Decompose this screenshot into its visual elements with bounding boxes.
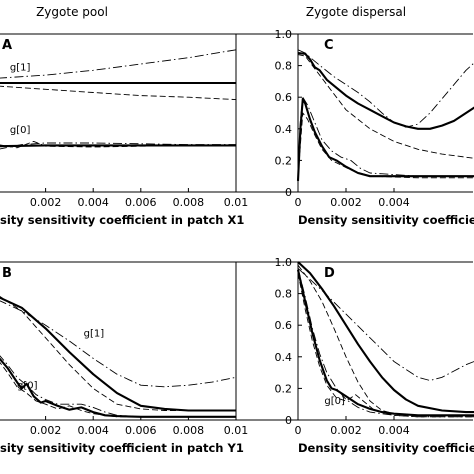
series-line-1 (297, 51, 474, 130)
x-axis-label: Density sensitivity coefficient (298, 213, 474, 227)
series-line-2 (297, 49, 474, 128)
panel-c: 0 0.002 0.004 0 0.2 0.4 0.6 0.8 1.0 C Density sens… (0, 28, 474, 227)
x-tick-label: 0.01 (224, 196, 249, 209)
x-tick-label: 0.002 (30, 196, 62, 209)
series-line-3 (297, 264, 474, 416)
x-tick-label: 0.006 (125, 424, 157, 437)
x-tick-label: 0.004 (77, 196, 109, 209)
series-line-3 (0, 85, 237, 101)
series-annotation: g[1] (10, 62, 31, 73)
series-annotation: g[1] (84, 328, 105, 339)
panel-letter: B (2, 266, 12, 281)
series-annotation: g[0] (17, 380, 38, 391)
x-tick-label: 0.002 (30, 424, 62, 437)
x-tick-label: 0.004 (77, 424, 109, 437)
x-tick-label: 0.008 (173, 424, 205, 437)
x-axis-label: Density sensitivity coefficient (298, 441, 474, 455)
series-annotation: g[0] (10, 125, 31, 136)
x-tick-label: 0.004 (378, 424, 410, 437)
series-line-5 (0, 142, 236, 150)
panel-letter: C (324, 38, 334, 53)
series-line-4 (0, 357, 236, 418)
series-annotation: g[0] (324, 396, 345, 407)
series-line-4 (0, 144, 236, 148)
series-line-2 (297, 267, 474, 381)
series-line-5 (297, 96, 474, 180)
series-line-1 (0, 296, 236, 412)
x-tick-label: 0.002 (330, 424, 362, 437)
y-tick-label: 0 (285, 414, 292, 427)
y-tick-label: 0.8 (275, 288, 293, 301)
y-tick-label: 0 (285, 186, 292, 199)
y-tick-label: 1.0 (275, 28, 293, 41)
series-line-6 (297, 273, 474, 418)
series-line-3 (0, 295, 236, 411)
y-tick-label: 0.2 (275, 382, 293, 395)
x-tick-label: 0.01 (224, 424, 249, 437)
y-tick-label: 0.2 (275, 154, 293, 167)
x-tick-label: 0.008 (173, 196, 205, 209)
y-tick-label: 0.6 (275, 319, 293, 332)
x-axis-label: sity sensitivity coefficient in patch Y1 (0, 441, 244, 455)
x-axis-label: sity sensitivity coefficient in patch X1 (0, 213, 244, 227)
y-tick-label: 0.8 (275, 60, 293, 73)
x-tick-label: 0.004 (378, 196, 410, 209)
series-line-6 (0, 361, 236, 418)
series-line-2 (0, 300, 237, 388)
series-line-3 (297, 54, 474, 159)
series-line-1 (297, 261, 474, 414)
panel-letter: D (324, 266, 335, 281)
series-line-6 (0, 140, 236, 149)
x-tick-label: 0 (295, 424, 302, 437)
series-line-2 (0, 49, 237, 79)
y-tick-label: 0.4 (275, 351, 293, 364)
right-column-title: Zygote dispersal (306, 5, 406, 19)
x-tick-label: 0.002 (330, 196, 362, 209)
y-tick-label: 0.6 (275, 91, 293, 104)
series-line-5 (297, 268, 474, 418)
series-line-4 (296, 97, 474, 181)
series-line-5 (0, 355, 236, 418)
left-column-title: Zygote pool (36, 5, 108, 19)
panel-letter: A (2, 38, 12, 53)
panel-d: 0 0.002 0.004 0 0.2 0.4 0.6 0.8 1.0 g[0] D Density … (0, 256, 474, 455)
y-tick-label: 0.4 (275, 123, 293, 136)
x-tick-label: 0.006 (125, 196, 157, 209)
y-tick-label: 1.0 (275, 256, 293, 269)
x-tick-label: 0 (295, 196, 302, 209)
series-line-4 (296, 269, 474, 417)
